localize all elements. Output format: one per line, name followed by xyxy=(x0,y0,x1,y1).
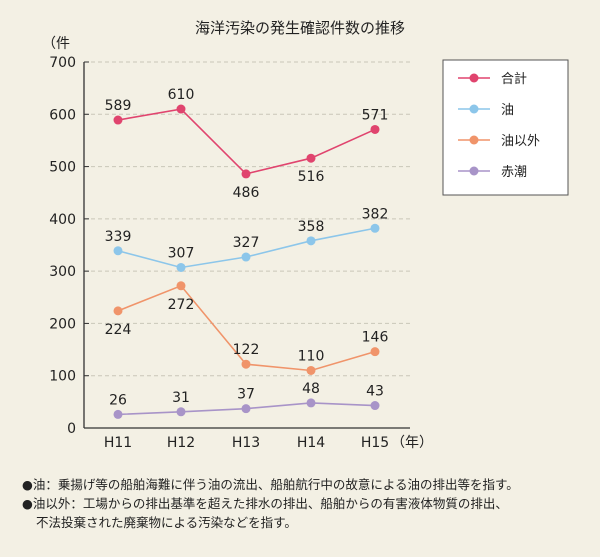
x-tick-label-H11: H11 xyxy=(104,435,132,451)
data-point-3-1 xyxy=(176,407,186,417)
data-point-3-4 xyxy=(370,401,380,411)
x-tick-label-H12: H12 xyxy=(167,435,195,451)
data-point-3-3 xyxy=(306,398,316,408)
footnote-oil: ●油：乗揚げ等の船舶海難に伴う油の流出、船舶航行中の故意による油の排出等を指す。 xyxy=(22,477,519,492)
legend-marker-3 xyxy=(469,166,479,176)
data-label-3-1: 31 xyxy=(172,390,190,406)
data-point-0-3 xyxy=(306,153,316,163)
legend-marker-0 xyxy=(469,73,479,83)
data-label-2-4: 146 xyxy=(362,330,389,346)
data-point-0-0 xyxy=(113,115,123,125)
data-point-2-4 xyxy=(370,347,380,357)
data-point-2-2 xyxy=(241,359,251,369)
data-point-1-3 xyxy=(306,236,316,246)
data-label-0-0: 589 xyxy=(105,98,132,114)
y-tick-label-400: 400 xyxy=(49,212,76,228)
series-line-0 xyxy=(117,108,376,175)
data-label-0-1: 610 xyxy=(168,87,195,103)
data-label-3-4: 43 xyxy=(366,384,384,400)
data-point-3-0 xyxy=(113,409,123,419)
data-label-1-3: 358 xyxy=(298,219,325,235)
data-label-2-3: 110 xyxy=(298,348,325,364)
data-point-2-0 xyxy=(113,306,123,316)
data-label-1-1: 307 xyxy=(168,245,195,261)
legend-label-2: 油以外 xyxy=(501,134,540,149)
data-point-1-2 xyxy=(241,252,251,262)
data-point-3-2 xyxy=(241,404,251,414)
data-point-1-4 xyxy=(370,223,380,233)
legend-label-3: 赤潮 xyxy=(501,165,527,180)
legend-box xyxy=(442,59,569,196)
legend-label-0: 合計 xyxy=(501,71,527,87)
y-tick-label-600: 600 xyxy=(49,107,76,123)
legend-marker-2 xyxy=(469,135,479,145)
y-tick-label-300: 300 xyxy=(49,264,76,280)
y-tick-label-200: 200 xyxy=(49,316,76,332)
legend-label-1: 油 xyxy=(501,103,514,118)
data-label-3-0: 26 xyxy=(109,392,127,408)
data-label-3-2: 37 xyxy=(237,387,255,403)
data-label-1-0: 339 xyxy=(105,229,132,245)
data-point-2-1 xyxy=(176,281,186,291)
footnote-non-oil: ●油以外：工場からの排出基準を超えた排水の排出、船舶からの有害液体物質の排出、 xyxy=(22,496,508,511)
legend-marker-1 xyxy=(469,104,479,114)
x-tick-label-H13: H13 xyxy=(232,435,260,451)
data-label-0-4: 571 xyxy=(362,107,389,123)
chart-title: 海洋汚染の発生確認件数の推移 xyxy=(195,19,405,37)
data-label-1-2: 327 xyxy=(233,235,260,251)
data-point-0-1 xyxy=(176,104,186,114)
line-chart: 海洋汚染の発生確認件数の推移 0 100 200 300 400 500 600 700 （件 H1… xyxy=(42,19,569,451)
data-label-3-3: 48 xyxy=(302,381,320,397)
data-label-0-2: 486 xyxy=(233,185,260,201)
x-tick-label-H14: H14 xyxy=(297,435,325,451)
y-axis-label: （件 xyxy=(42,36,70,52)
y-tick-label-0: 0 xyxy=(67,421,76,437)
data-label-2-0: 224 xyxy=(105,322,132,338)
data-point-0-4 xyxy=(370,124,380,134)
data-point-2-3 xyxy=(306,365,316,375)
footnotes: ●油：乗揚げ等の船舶海難に伴う油の流出、船舶航行中の故意による油の排出等を指す。… xyxy=(22,475,592,532)
x-tick-label-H15: H15 xyxy=(361,435,389,451)
data-point-1-0 xyxy=(113,246,123,256)
data-label-1-4: 382 xyxy=(362,206,389,222)
data-label-2-2: 122 xyxy=(233,342,260,358)
data-point-0-2 xyxy=(241,169,251,179)
data-label-2-1: 272 xyxy=(168,297,195,313)
footnote-non-oil-continued: 不法投棄された廃棄物による汚染などを指す。 xyxy=(36,515,297,530)
y-tick-label-500: 500 xyxy=(49,160,76,176)
data-label-0-3: 516 xyxy=(298,169,325,185)
x-axis-unit: （年） xyxy=(391,435,433,451)
data-point-1-1 xyxy=(176,262,186,272)
y-tick-label-100: 100 xyxy=(49,369,76,385)
y-tick-label-700: 700 xyxy=(49,55,76,71)
